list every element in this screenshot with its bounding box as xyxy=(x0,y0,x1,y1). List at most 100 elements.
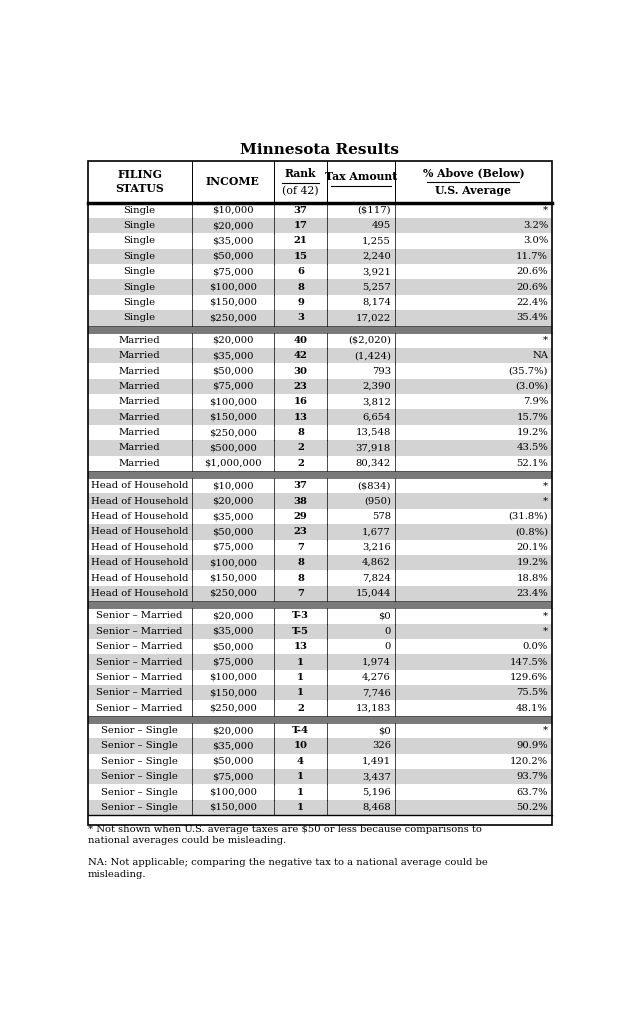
Text: $100,000: $100,000 xyxy=(209,558,256,567)
Text: $150,000: $150,000 xyxy=(209,298,256,307)
Text: 93.7%: 93.7% xyxy=(517,772,548,781)
Text: 19.2%: 19.2% xyxy=(516,428,548,437)
Text: Minnesota Results: Minnesota Results xyxy=(240,142,399,157)
Text: 3.2%: 3.2% xyxy=(523,221,548,230)
Text: 35.4%: 35.4% xyxy=(516,313,548,323)
Text: 90.9%: 90.9% xyxy=(517,741,548,751)
Text: 7.9%: 7.9% xyxy=(523,397,548,407)
Text: $20,000: $20,000 xyxy=(212,611,253,621)
Bar xyxy=(87,624,552,639)
Text: 18.8%: 18.8% xyxy=(516,573,548,583)
Text: 3,216: 3,216 xyxy=(362,543,391,552)
Bar xyxy=(87,494,552,509)
Text: 20.6%: 20.6% xyxy=(517,267,548,276)
Text: 37,918: 37,918 xyxy=(356,443,391,453)
Text: 6: 6 xyxy=(297,267,304,276)
Text: $35,000: $35,000 xyxy=(212,741,253,751)
Text: *: * xyxy=(543,206,548,215)
Text: 63.7%: 63.7% xyxy=(517,787,548,797)
Text: 15: 15 xyxy=(293,252,308,261)
Text: (1,424): (1,424) xyxy=(354,351,391,360)
Text: 2,240: 2,240 xyxy=(362,252,391,261)
Text: 38: 38 xyxy=(293,497,308,506)
Bar xyxy=(87,471,552,478)
Bar xyxy=(87,161,552,824)
Text: Senior – Married: Senior – Married xyxy=(97,673,183,682)
Text: 23: 23 xyxy=(293,527,308,537)
Text: $100,000: $100,000 xyxy=(209,787,256,797)
Text: 1: 1 xyxy=(297,688,304,697)
Text: $50,000: $50,000 xyxy=(212,252,253,261)
Text: $20,000: $20,000 xyxy=(212,497,253,506)
Bar xyxy=(87,524,552,540)
Text: 16: 16 xyxy=(293,397,308,407)
Text: *: * xyxy=(543,627,548,636)
Text: 1,491: 1,491 xyxy=(362,757,391,766)
Text: ($117): ($117) xyxy=(358,206,391,215)
Text: Single: Single xyxy=(124,221,156,230)
Text: 52.1%: 52.1% xyxy=(516,459,548,468)
Text: Senior – Single: Senior – Single xyxy=(101,772,178,781)
Bar xyxy=(87,555,552,570)
Text: 1: 1 xyxy=(297,657,304,667)
Text: 4,862: 4,862 xyxy=(362,558,391,567)
Text: $150,000: $150,000 xyxy=(209,573,256,583)
Text: 7,746: 7,746 xyxy=(362,688,391,697)
Text: (of 42): (of 42) xyxy=(282,185,319,196)
Bar xyxy=(87,639,552,654)
Text: $250,000: $250,000 xyxy=(209,703,256,713)
Text: Married: Married xyxy=(119,336,160,345)
Text: Married: Married xyxy=(119,397,160,407)
Text: (3.0%): (3.0%) xyxy=(515,382,548,391)
Text: 80,342: 80,342 xyxy=(356,459,391,468)
Bar xyxy=(87,456,552,471)
Text: *: * xyxy=(543,497,548,506)
Text: Head of Household: Head of Household xyxy=(91,573,188,583)
Text: 13: 13 xyxy=(293,642,308,651)
Bar xyxy=(87,670,552,685)
Text: 13: 13 xyxy=(293,413,308,422)
Text: FILING
STATUS: FILING STATUS xyxy=(115,169,164,194)
Text: 0.0%: 0.0% xyxy=(523,642,548,651)
Text: $75,000: $75,000 xyxy=(212,657,253,667)
Text: Single: Single xyxy=(124,283,156,292)
Text: 37: 37 xyxy=(293,481,308,490)
Text: 0: 0 xyxy=(384,627,391,636)
Text: 21: 21 xyxy=(293,237,308,246)
Text: 29: 29 xyxy=(293,512,308,521)
Text: Married: Married xyxy=(119,367,160,376)
Text: $150,000: $150,000 xyxy=(209,803,256,812)
Bar xyxy=(87,348,552,364)
Text: $150,000: $150,000 xyxy=(209,688,256,697)
Text: U.S. Average: U.S. Average xyxy=(436,185,511,197)
Text: 8,468: 8,468 xyxy=(362,803,391,812)
Text: Married: Married xyxy=(119,428,160,437)
Text: 7: 7 xyxy=(297,589,304,598)
Text: 3,812: 3,812 xyxy=(362,397,391,407)
Text: 8: 8 xyxy=(297,428,304,437)
Text: Senior – Married: Senior – Married xyxy=(97,627,183,636)
Text: 10: 10 xyxy=(293,741,308,751)
Bar xyxy=(87,440,552,456)
Text: 1: 1 xyxy=(297,803,304,812)
Text: $10,000: $10,000 xyxy=(212,206,253,215)
Text: $75,000: $75,000 xyxy=(212,382,253,391)
Text: Single: Single xyxy=(124,237,156,246)
Text: 1: 1 xyxy=(297,772,304,781)
Bar xyxy=(87,218,552,233)
Text: Senior – Married: Senior – Married xyxy=(97,611,183,621)
Text: 15.7%: 15.7% xyxy=(516,413,548,422)
Bar xyxy=(87,540,552,555)
Text: Senior – Married: Senior – Married xyxy=(97,703,183,713)
Text: Senior – Single: Senior – Single xyxy=(101,803,178,812)
Text: 3,921: 3,921 xyxy=(362,267,391,276)
Text: Married: Married xyxy=(119,351,160,360)
Text: (31.8%): (31.8%) xyxy=(509,512,548,521)
Bar xyxy=(87,280,552,295)
Bar xyxy=(87,608,552,624)
Text: $0: $0 xyxy=(378,726,391,735)
Text: $10,000: $10,000 xyxy=(212,481,253,490)
Text: Married: Married xyxy=(119,413,160,422)
Text: $75,000: $75,000 xyxy=(212,543,253,552)
Bar xyxy=(87,601,552,608)
